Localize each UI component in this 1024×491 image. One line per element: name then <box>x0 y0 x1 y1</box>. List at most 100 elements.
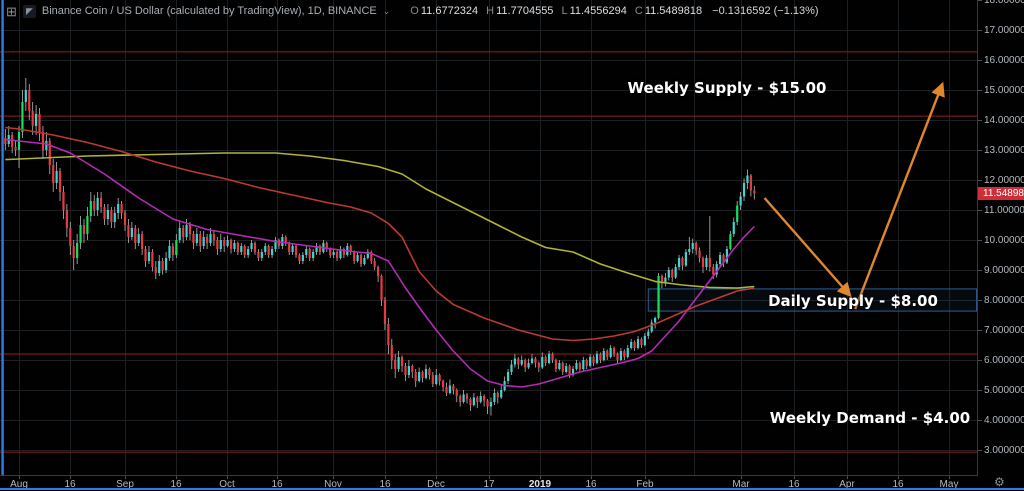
price-axis-label: 4.0000000 <box>984 415 1024 426</box>
price-axis-label: 13.0000000 <box>984 145 1024 156</box>
time-tick-mark <box>227 476 228 479</box>
price-tick-mark <box>978 210 982 211</box>
time-tick-mark <box>741 476 742 479</box>
time-tick-mark <box>847 476 848 479</box>
time-axis-label: 16 <box>892 479 904 490</box>
price-axis-label: 3.0000000 <box>984 445 1024 456</box>
time-tick-mark <box>898 476 899 479</box>
price-tick-mark <box>978 330 982 331</box>
price-tick-mark <box>978 360 982 361</box>
trend-arrow-drawing[interactable] <box>763 197 852 298</box>
horizontal-rays-layer[interactable] <box>0 51 977 453</box>
price-tick-mark <box>978 240 982 241</box>
time-axis-label: Mar <box>732 479 750 490</box>
time-axis-label: 16 <box>379 479 391 490</box>
time-tick-mark <box>19 476 20 479</box>
time-tick-mark <box>70 476 71 479</box>
price-axis-label: 10.0000000 <box>984 235 1024 246</box>
time-axis-label: Apr <box>839 479 855 490</box>
bottom-border-line <box>0 488 1024 490</box>
time-axis-label: 16 <box>64 479 76 490</box>
time-axis-label: Dec <box>427 479 445 490</box>
price-tick-mark <box>978 420 982 421</box>
price-axis-label: 12.0000000 <box>984 175 1024 186</box>
symbol-title[interactable]: Binance Coin / US Dollar (calculated by … <box>41 5 377 17</box>
price-axis-label: 14.0000000 <box>984 115 1024 126</box>
price-axis-label: 18.0000000 <box>984 0 1024 6</box>
price-axis-label: 6.0000000 <box>984 355 1024 366</box>
annotation-weekly-demand[interactable]: Weekly Demand - $4.00 <box>769 409 971 427</box>
time-axis-label: Sep <box>116 479 134 490</box>
time-axis[interactable]: Aug 16 Sep 16 Oct 16 Nov 16 Dec 17 2019 16 Feb Mar 16 A… <box>0 475 978 491</box>
price-tick-mark <box>978 390 982 391</box>
open-value: 11.6772324 <box>420 5 479 17</box>
price-axis-label: 11.0000000 <box>984 205 1024 216</box>
time-tick-mark <box>176 476 177 479</box>
time-tick-mark <box>645 476 646 479</box>
price-chart-canvas[interactable] <box>0 0 977 475</box>
close-label: C <box>634 5 643 17</box>
time-tick-mark <box>333 476 334 479</box>
price-tick-mark <box>978 60 982 61</box>
price-axis-label: 16.0000000 <box>984 55 1024 66</box>
price-axis-label: 15.0000000 <box>984 85 1024 96</box>
change-value: −0.1316592 (−1.13%) <box>712 5 819 17</box>
time-axis-label: 17 <box>483 479 495 490</box>
supply-zone-box[interactable] <box>647 288 977 312</box>
price-axis-label: 8.0000000 <box>984 295 1024 306</box>
price-tick-mark <box>978 180 982 181</box>
time-tick-mark <box>489 476 490 479</box>
time-tick-mark <box>540 476 541 479</box>
price-axis[interactable]: 11.5489818 ⚙ 3.0000000 4.0000000 5.0000000… <box>977 0 1024 491</box>
low-value: 11.4556294 <box>569 5 627 17</box>
compare-add-icon[interactable]: ⊞ <box>6 3 17 19</box>
time-axis-label: 16 <box>788 479 800 490</box>
price-tick-mark <box>978 120 982 121</box>
annotation-daily-supply[interactable]: Daily Supply - $8.00 <box>768 292 938 310</box>
grid-layer <box>0 0 977 475</box>
price-axis-label: 5.0000000 <box>984 385 1024 396</box>
time-axis-label: Aug <box>10 479 28 490</box>
ma-slow-yellow[interactable] <box>5 152 755 289</box>
price-axis-label: 17.0000000 <box>984 25 1024 36</box>
price-axis-label: 7.0000000 <box>984 325 1024 336</box>
time-axis-label: Nov <box>324 479 342 490</box>
price-tick-mark <box>978 30 982 31</box>
price-tick-mark <box>978 300 982 301</box>
time-tick-mark <box>277 476 278 479</box>
time-tick-mark <box>949 476 950 479</box>
symbol-logo-icon: ◤ <box>22 4 36 18</box>
time-tick-mark <box>385 476 386 479</box>
time-axis-label: 2019 <box>528 479 552 490</box>
time-axis-label: 16 <box>585 479 597 490</box>
chevron-down-icon[interactable]: ⌄ <box>382 5 391 16</box>
time-tick-mark <box>125 476 126 479</box>
price-tick-mark <box>978 150 982 151</box>
symbol-legend: ⊞ ◤ Binance Coin / US Dollar (calculated… <box>0 0 996 22</box>
ma-fast-red[interactable] <box>5 126 755 342</box>
close-value: 11.5489818 <box>644 5 703 17</box>
time-tick-mark <box>794 476 795 479</box>
price-tick-mark <box>978 90 982 91</box>
price-tick-mark <box>978 0 982 1</box>
ma-medium-purple[interactable] <box>5 138 755 388</box>
low-label: L <box>561 5 568 17</box>
settings-gear-icon[interactable]: ⚙ <box>994 475 1005 489</box>
annotation-weekly-supply[interactable]: Weekly Supply - $15.00 <box>627 79 827 97</box>
high-value: 11.7704555 <box>496 5 554 17</box>
time-tick-mark <box>436 476 437 479</box>
time-axis-label: 16 <box>170 479 182 490</box>
price-axis-label: 9.0000000 <box>984 265 1024 276</box>
last-price-label: 11.5489818 <box>978 187 1024 201</box>
trend-arrow-drawing[interactable] <box>854 81 945 310</box>
price-tick-mark <box>978 270 982 271</box>
time-axis-label: Oct <box>219 479 235 490</box>
price-tick-mark <box>978 450 982 451</box>
high-label: H <box>486 5 495 17</box>
time-axis-label: May <box>939 479 959 490</box>
candles-layer[interactable] <box>4 78 756 416</box>
time-axis-label: 16 <box>271 479 283 490</box>
time-tick-mark <box>591 476 592 479</box>
open-label: O <box>410 5 419 17</box>
